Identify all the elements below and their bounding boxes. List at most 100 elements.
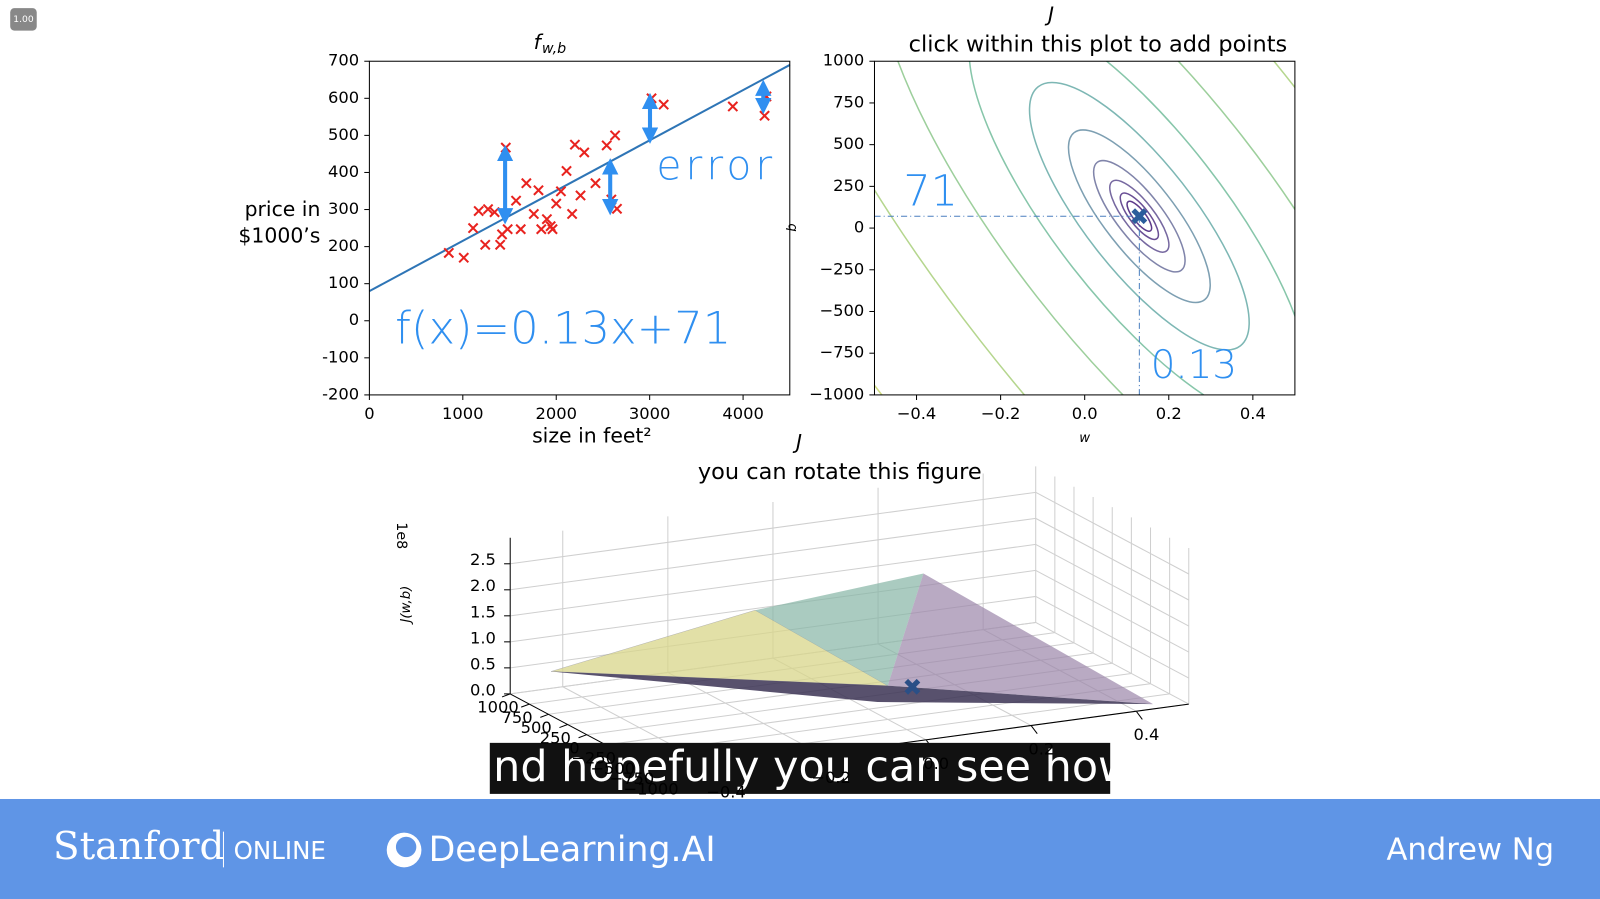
- surface-facet: [755, 573, 924, 686]
- data-point: [528, 208, 540, 220]
- surface-plot[interactable]: [550, 573, 1154, 705]
- data-point: [658, 99, 669, 110]
- annotation: f(x)=0.13x+71: [395, 302, 731, 355]
- contour-line: [874, 61, 1295, 395]
- y-tick: [559, 724, 568, 729]
- annotation-arrows: [496, 79, 772, 225]
- data-point: [609, 130, 621, 141]
- x-tick-label: 0: [364, 404, 374, 423]
- data-point: [561, 165, 572, 177]
- plot-frame: [368, 60, 791, 396]
- y-tick-label: 200: [328, 236, 359, 255]
- y-tick-label: 100: [328, 273, 359, 292]
- x-tick-label: 0.2: [1156, 404, 1182, 423]
- y-tick: [540, 713, 549, 718]
- data-point: [566, 208, 578, 220]
- data-point: [521, 177, 532, 189]
- y-tick-label: 1000: [823, 51, 865, 70]
- speed-label: 1.00: [13, 14, 34, 25]
- x-tick-label: −0.4: [897, 404, 937, 423]
- x-axis-label: size in feet²: [532, 424, 652, 448]
- y-tick-label: −500: [590, 759, 635, 778]
- y-tick: [578, 734, 587, 739]
- contour-line: [1028, 81, 1250, 351]
- grid-line: [1035, 491, 1190, 575]
- marker: [904, 678, 921, 695]
- data-point: [550, 198, 562, 209]
- guide-line: [874, 215, 1140, 395]
- x-tick-label: 3000: [629, 404, 671, 423]
- data-point: [575, 190, 586, 201]
- y-tick-label: 500: [328, 125, 359, 144]
- partner: DeepLearning.AI: [429, 830, 716, 870]
- chart-title: J: [792, 430, 802, 454]
- y-tick: [520, 703, 530, 708]
- y-tick-label: 1000: [477, 698, 519, 717]
- data-point: [458, 252, 470, 264]
- grid-line: [1035, 622, 1190, 705]
- y-tick-label: 0: [854, 218, 864, 237]
- footer-bar: [0, 798, 1600, 899]
- annotation: 71: [903, 166, 958, 216]
- data-point: [535, 223, 547, 235]
- x-tick-label: 2000: [535, 404, 577, 423]
- contour-line: [1092, 159, 1186, 273]
- x-tick-label: 0.0: [1072, 404, 1098, 423]
- x-tick: [1135, 710, 1143, 720]
- data-point: [533, 184, 544, 196]
- x-axis-label: w: [1079, 431, 1090, 446]
- y-tick-label: 750: [502, 708, 533, 727]
- x-tick: [1030, 725, 1038, 734]
- z-tick-label: 2.0: [470, 576, 496, 595]
- data-point: [547, 223, 558, 235]
- y-tick-label: −250: [571, 749, 616, 768]
- x-tick-label: 0.4: [1133, 725, 1159, 744]
- data-point: [510, 195, 522, 206]
- y-axis-label: price in: [245, 197, 321, 221]
- data-point: [601, 140, 612, 151]
- y-tick-label: 0: [349, 310, 359, 329]
- z-tick-label: 1.5: [470, 602, 496, 621]
- annotation: 0.13: [1151, 343, 1237, 388]
- brand-suffix: ONLINE: [234, 836, 326, 865]
- contour-line: [1119, 192, 1160, 241]
- grid-line: [1035, 595, 1190, 679]
- y-tick-label: 700: [328, 51, 359, 70]
- contour-line: [1109, 179, 1170, 253]
- y-tick-label: −250: [819, 259, 864, 278]
- marker: [1131, 208, 1148, 225]
- caption: and hopefully you can see how: [467, 742, 1133, 792]
- x-tick-label: −0.2: [811, 768, 851, 787]
- chart-title: J: [1044, 2, 1054, 26]
- y-tick-label: 750: [833, 92, 864, 111]
- z-scale: 1e8: [393, 522, 409, 549]
- grid-line: [1035, 569, 1190, 653]
- x-tick-label: 4000: [722, 404, 764, 423]
- contour-line: [1067, 129, 1211, 304]
- y-axis-label: b: [785, 223, 800, 231]
- y-tick-label: 500: [521, 718, 552, 737]
- y-tick-label: 250: [833, 176, 864, 195]
- x-tick-label: 1000: [442, 404, 484, 423]
- data-point: [515, 223, 527, 235]
- y-tick-label: 500: [833, 134, 864, 153]
- data-point: [590, 177, 601, 189]
- y-tick-label: −500: [819, 301, 864, 320]
- plot-frame: [873, 60, 1296, 396]
- surface-facet: [551, 671, 1154, 705]
- data-point: [541, 213, 553, 225]
- data-point: [578, 147, 590, 158]
- presenter: Andrew Ng: [1386, 833, 1554, 868]
- brand: Stanford: [53, 824, 224, 869]
- grid-line: [1035, 543, 1190, 627]
- y-axis-label: $1000’s: [238, 224, 320, 248]
- x-tick-label: −0.4: [706, 782, 746, 801]
- x-tick-label: 0.4: [1240, 404, 1266, 423]
- y-tick-label: −750: [609, 769, 654, 788]
- y-tick-label: 400: [328, 162, 359, 181]
- z-tick-label: 1.0: [470, 628, 496, 647]
- partner-logo-inner: [395, 836, 417, 858]
- grid-line: [510, 517, 1036, 591]
- surface-facet: [887, 573, 1154, 705]
